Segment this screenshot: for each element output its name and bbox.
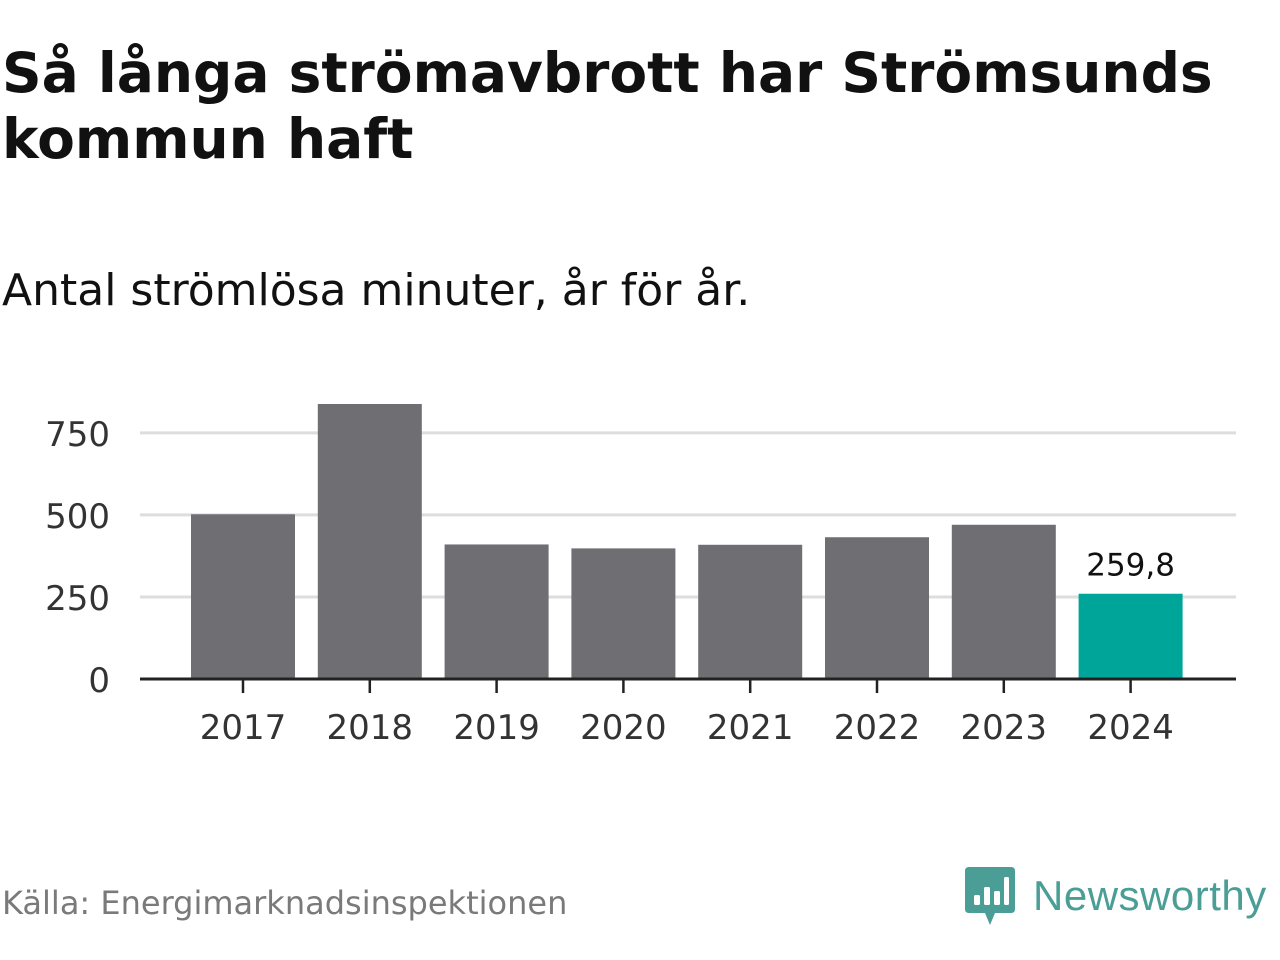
y-tick-label: 250 <box>45 579 110 619</box>
y-tick-label: 500 <box>45 497 110 537</box>
bar <box>951 524 1056 679</box>
source-note: Källa: Energimarknadsinspektionen <box>2 884 568 922</box>
bar-chart: 0 250 500 750 2017 2018 2019 2020 2021 2022 2023 20… <box>45 404 1236 748</box>
bar <box>571 548 676 679</box>
data-label: 259,8 <box>1086 548 1175 584</box>
bar <box>444 544 549 679</box>
newsworthy-logo: Newsworthy <box>963 864 1267 928</box>
bar <box>317 404 422 679</box>
x-tick-label: 2018 <box>327 708 414 748</box>
x-tick-label: 2024 <box>1087 708 1174 748</box>
x-tick-label: 2017 <box>200 708 287 748</box>
chart-subtitle: Antal strömlösa minuter, år för år. <box>2 265 751 316</box>
x-tick-label: 2021 <box>707 708 794 748</box>
x-tick-label: 2020 <box>580 708 667 748</box>
newsworthy-logo-icon <box>965 867 1015 925</box>
x-tick-label: 2019 <box>453 708 540 748</box>
bar <box>191 514 295 679</box>
bar <box>698 544 803 679</box>
y-tick-label: 750 <box>45 415 110 455</box>
bar <box>825 537 929 679</box>
x-tick-label: 2022 <box>834 708 921 748</box>
chart-title: Så långa strömavbrott har Strömsunds kom… <box>2 41 1213 171</box>
y-tick-label: 0 <box>88 661 110 701</box>
logo-text: Newsworthy <box>1033 872 1267 919</box>
bar <box>1078 593 1183 679</box>
x-tick-label: 2023 <box>961 708 1048 748</box>
